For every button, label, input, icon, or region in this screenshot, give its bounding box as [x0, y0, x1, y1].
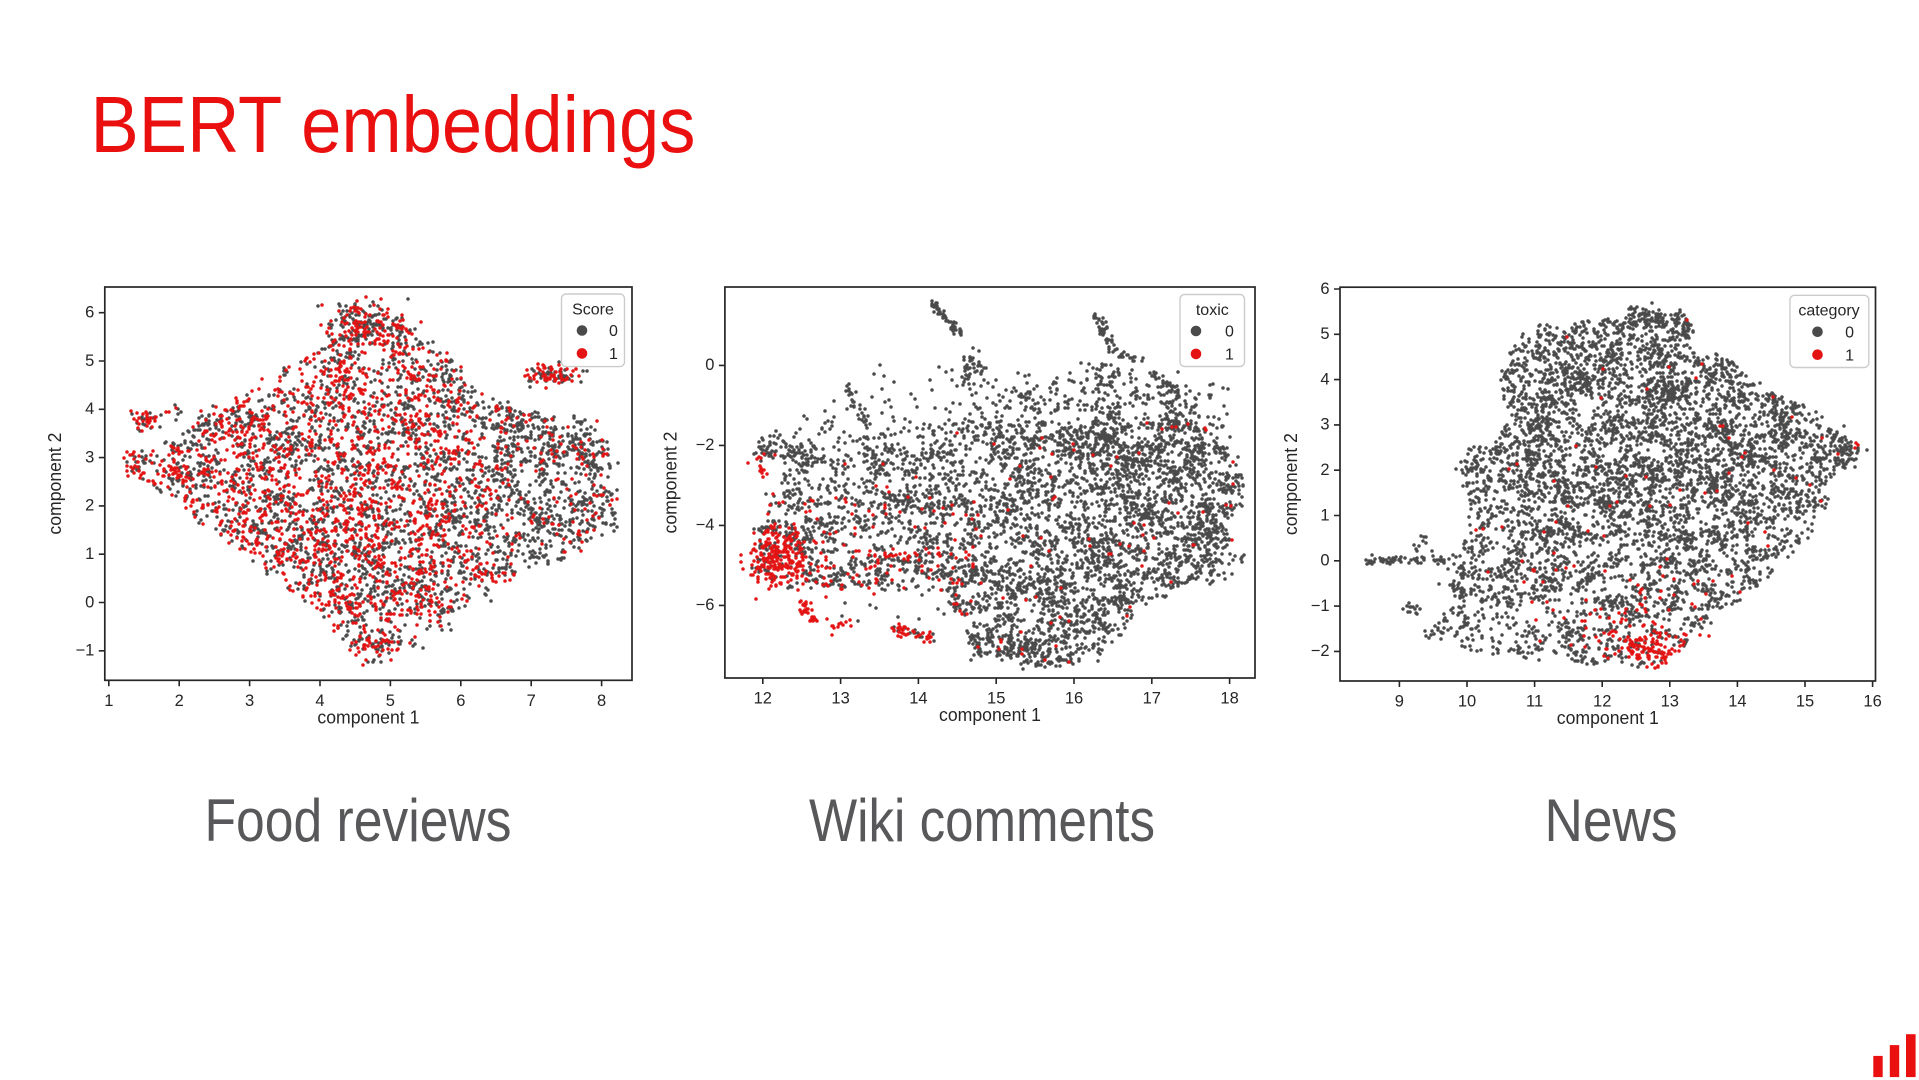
svg-text:−4: −4: [696, 516, 715, 534]
svg-text:category: category: [1798, 303, 1859, 320]
svg-text:−1: −1: [75, 642, 94, 660]
svg-text:12: 12: [754, 690, 772, 708]
svg-text:component 2: component 2: [45, 433, 65, 535]
svg-text:0: 0: [1320, 552, 1329, 570]
svg-text:1: 1: [1225, 347, 1234, 364]
svg-text:15: 15: [1796, 693, 1814, 711]
svg-text:2: 2: [175, 692, 184, 710]
svg-text:1: 1: [1845, 347, 1854, 364]
svg-text:6: 6: [85, 304, 94, 322]
svg-text:2: 2: [85, 497, 94, 515]
svg-text:17: 17: [1143, 690, 1161, 708]
svg-text:1: 1: [85, 545, 94, 563]
svg-text:0: 0: [705, 356, 714, 374]
svg-text:−1: −1: [1311, 597, 1330, 615]
svg-text:18: 18: [1220, 690, 1238, 708]
svg-text:3: 3: [1320, 416, 1329, 434]
svg-text:14: 14: [1728, 693, 1746, 711]
svg-text:5: 5: [85, 352, 94, 370]
svg-text:1: 1: [1320, 506, 1329, 524]
svg-text:4: 4: [1320, 370, 1329, 388]
svg-text:10: 10: [1458, 693, 1476, 711]
svg-text:0: 0: [609, 323, 618, 340]
svg-text:14: 14: [909, 690, 927, 708]
svg-text:Food reviews: Food reviews: [205, 787, 512, 854]
svg-text:4: 4: [315, 692, 324, 710]
svg-text:component 1: component 1: [1557, 708, 1659, 728]
svg-text:News: News: [1545, 787, 1678, 854]
svg-text:9: 9: [1395, 693, 1404, 711]
svg-text:component 1: component 1: [939, 705, 1041, 725]
svg-text:4: 4: [85, 400, 94, 418]
svg-text:−2: −2: [1311, 642, 1330, 660]
svg-text:5: 5: [386, 692, 395, 710]
svg-text:0: 0: [1845, 325, 1854, 342]
svg-text:3: 3: [245, 692, 254, 710]
svg-text:−6: −6: [696, 596, 715, 614]
svg-text:1: 1: [609, 346, 618, 363]
svg-text:5: 5: [1320, 325, 1329, 343]
svg-text:13: 13: [1661, 693, 1679, 711]
svg-text:BERT embeddings: BERT embeddings: [91, 80, 696, 169]
svg-text:6: 6: [1320, 280, 1329, 298]
svg-text:12: 12: [1593, 693, 1611, 711]
svg-text:15: 15: [987, 690, 1005, 708]
svg-text:16: 16: [1863, 693, 1881, 711]
svg-text:8: 8: [597, 692, 606, 710]
svg-text:toxic: toxic: [1196, 302, 1229, 319]
svg-text:component 1: component 1: [317, 707, 419, 727]
svg-text:component 2: component 2: [661, 432, 681, 534]
svg-text:7: 7: [527, 692, 536, 710]
svg-text:3: 3: [85, 448, 94, 466]
svg-text:−2: −2: [696, 436, 715, 454]
svg-text:13: 13: [831, 690, 849, 708]
svg-text:0: 0: [1225, 324, 1234, 341]
svg-text:Wiki comments: Wiki comments: [809, 787, 1155, 854]
svg-text:0: 0: [85, 593, 94, 611]
svg-text:6: 6: [456, 692, 465, 710]
svg-text:Score: Score: [572, 301, 614, 318]
svg-text:component 2: component 2: [1281, 433, 1301, 535]
svg-text:1: 1: [104, 692, 113, 710]
svg-text:2: 2: [1320, 461, 1329, 479]
svg-text:16: 16: [1065, 690, 1083, 708]
svg-text:11: 11: [1526, 693, 1543, 711]
